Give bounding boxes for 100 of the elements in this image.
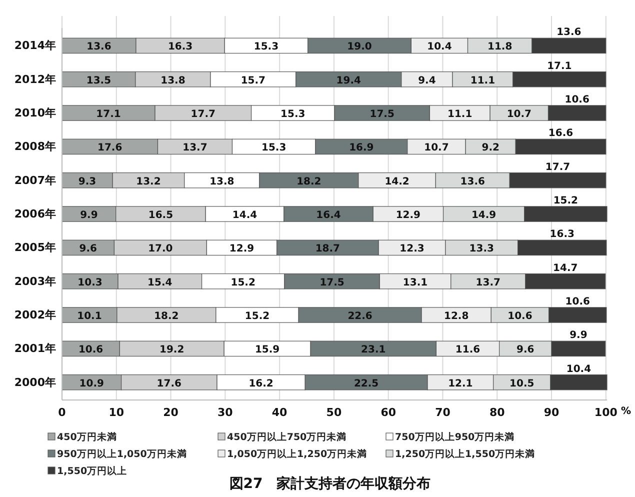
x-tick-label: 60: [380, 406, 396, 419]
data-label: 16.2: [248, 378, 274, 390]
data-label: 16.3: [550, 229, 574, 240]
data-label: 16.9: [349, 142, 374, 154]
y-tick-label: 2008年: [14, 140, 56, 154]
data-label: 17.5: [320, 277, 344, 288]
data-label: 18.7: [315, 244, 340, 255]
data-label: 11.1: [470, 75, 496, 86]
y-tick-label: 2010年: [14, 106, 56, 120]
x-tick-label: 100: [594, 406, 618, 419]
data-label: 9.2: [482, 142, 500, 154]
data-label: 14.7: [553, 262, 578, 274]
data-label: 11.1: [448, 109, 472, 120]
x-axis-title: %: [621, 406, 632, 417]
data-label: 10.7: [506, 109, 532, 120]
data-label: 12.1: [448, 378, 473, 390]
y-tick-label: 2005年: [14, 241, 56, 254]
data-label: 12.9: [229, 244, 254, 255]
data-label: 13.7: [476, 277, 501, 288]
y-tick-label: 2006年: [14, 208, 56, 221]
data-label: 15.2: [244, 310, 270, 322]
data-label: 10.6: [508, 310, 532, 322]
data-label: 9.4: [418, 75, 436, 86]
legend-label: 1,050万円以上1,250万円未満: [227, 448, 368, 460]
data-label: 16.3: [168, 42, 193, 53]
legend-label: 450万円以上750万円未満: [227, 431, 347, 443]
data-label: 15.2: [230, 277, 256, 288]
data-label: 10.9: [79, 378, 104, 390]
data-label: 17.1: [96, 109, 121, 120]
data-label: 15.3: [254, 42, 279, 53]
data-label: 19.4: [336, 75, 362, 86]
data-label: 13.7: [182, 142, 208, 154]
data-label: 9.3: [78, 176, 96, 188]
data-label: 9.9: [570, 330, 588, 342]
data-label: 16.5: [148, 210, 174, 221]
y-tick-label: 2003年: [14, 274, 56, 288]
data-label: 13.8: [210, 176, 234, 188]
data-label: 9.6: [79, 244, 98, 255]
data-label: 12.3: [400, 244, 424, 255]
y-tick-label: 2000年: [14, 376, 56, 389]
data-label: 17.7: [545, 162, 570, 173]
data-label: 22.6: [348, 310, 372, 322]
data-label: 12.8: [444, 310, 469, 322]
data-label: 17.7: [190, 109, 216, 120]
data-label: 13.1: [402, 277, 428, 288]
y-tick-label: 2014年: [14, 39, 56, 52]
data-label: 15.9: [254, 344, 280, 356]
data-label: 18.2: [296, 176, 322, 188]
x-tick-label: 80: [489, 406, 506, 419]
legend-label: 1,550万円以上: [57, 465, 128, 477]
data-label: 13.6: [556, 27, 582, 38]
data-label: 10.7: [424, 142, 449, 154]
data-label: 10.6: [564, 94, 590, 106]
data-label: 10.4: [427, 42, 452, 53]
text: 図27 家計支持者の年収額分布: [229, 475, 431, 492]
data-label: 15.2: [553, 195, 578, 206]
data-label: 23.1: [361, 344, 386, 356]
data-label: 14.9: [471, 210, 496, 221]
data-label: 11.6: [455, 344, 480, 356]
data-label: 14.4: [232, 210, 258, 221]
x-tick-label: 10: [108, 406, 124, 419]
x-tick-label: 90: [544, 406, 560, 419]
data-label: 13.6: [460, 176, 486, 188]
data-label: 19.2: [160, 344, 184, 356]
data-label: 15.3: [262, 142, 286, 154]
x-tick-label: 20: [163, 406, 179, 419]
data-label: 17.6: [156, 378, 182, 390]
data-label: 17.1: [547, 60, 572, 72]
data-label: 15.4: [148, 277, 172, 288]
legend-label: 950万円以上1,050万円未満: [57, 448, 187, 460]
x-tick-label: 30: [218, 406, 234, 419]
data-label: 9.6: [516, 344, 534, 356]
data-label: 10.5: [510, 378, 534, 390]
y-tick-label: 2002年: [14, 308, 56, 322]
y-tick-label: 2007年: [14, 174, 56, 187]
data-label: 11.8: [488, 42, 512, 53]
legend-label: 1,250万円以上1,550万円未満: [395, 448, 536, 460]
data-label: 10.6: [565, 296, 590, 308]
x-tick-label: 50: [326, 406, 342, 419]
data-label: 14.2: [384, 176, 410, 188]
data-label: 19.0: [347, 42, 372, 53]
x-tick-label: 70: [435, 406, 451, 419]
data-label: 10.4: [566, 364, 592, 375]
data-label: 17.0: [148, 244, 173, 255]
data-label: 13.5: [86, 75, 112, 86]
data-label: 13.8: [160, 75, 186, 86]
legend-label: 450万円未満: [57, 431, 117, 443]
data-label: 16.4: [316, 210, 341, 221]
data-label: 12.9: [396, 210, 421, 221]
data-label: 10.1: [77, 310, 102, 322]
y-tick-label: 2001年: [14, 342, 56, 356]
data-label: 15.7: [240, 75, 266, 86]
legend-label: 750万円以上950万円未満: [395, 431, 515, 443]
data-label: 18.2: [154, 310, 179, 322]
data-label: 10.3: [78, 277, 102, 288]
data-label: 13.3: [469, 244, 494, 255]
data-label: 22.5: [354, 378, 379, 390]
data-label: 10.6: [78, 344, 104, 356]
x-tick-label: 0: [58, 406, 66, 419]
data-label: 13.6: [86, 42, 112, 53]
